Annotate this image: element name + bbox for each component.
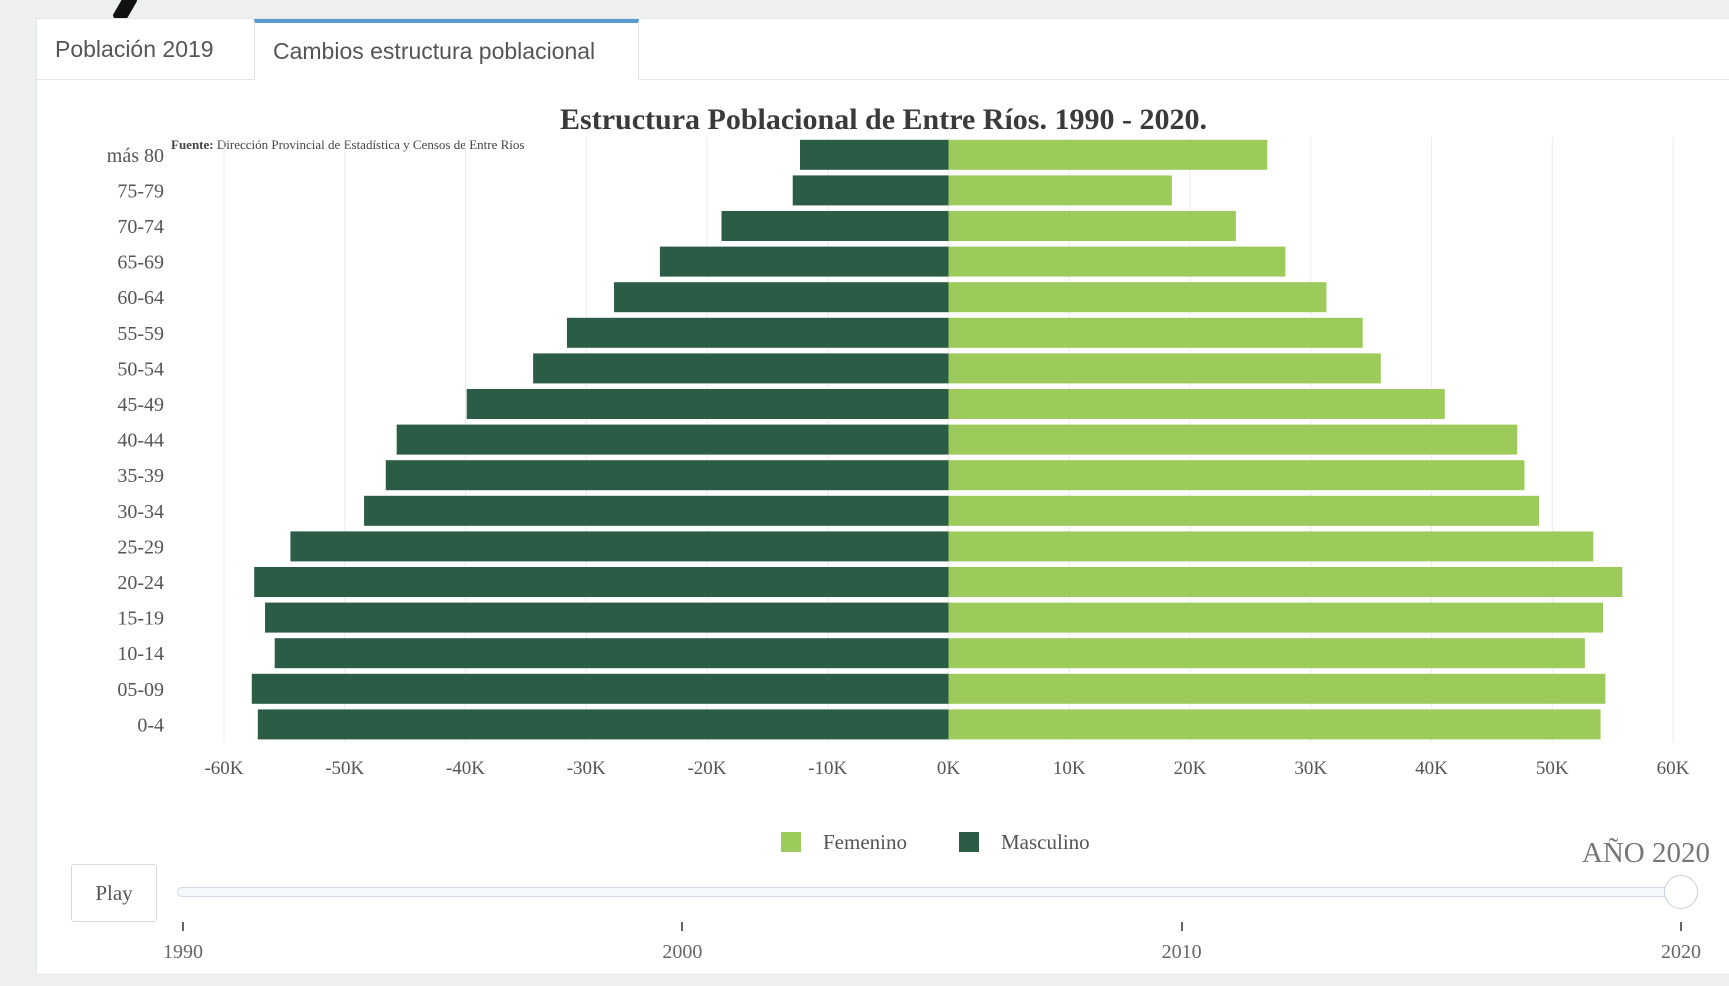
bar-femenino-20-24[interactable] [948, 567, 1623, 597]
bar-masculino-más 80[interactable] [799, 139, 949, 170]
bar-femenino-más 80[interactable] [948, 139, 1268, 170]
y-tick-label: 30-34 [117, 501, 164, 523]
bar-femenino-40-44[interactable] [948, 424, 1518, 455]
tab-poblacion-2019[interactable]: Población 2019 [55, 36, 214, 62]
x-tick-label: 10K [1053, 758, 1086, 779]
y-tick-label: 15-19 [117, 608, 164, 630]
y-tick-label: 75-79 [117, 180, 164, 202]
y-tick-label: 50-54 [117, 358, 164, 380]
bar-masculino-35-39[interactable] [385, 460, 949, 491]
x-tick-label: 50K [1536, 758, 1569, 779]
bar-masculino-45-49[interactable] [466, 389, 949, 419]
y-tick-label: 45-49 [117, 394, 164, 416]
bar-masculino-25-29[interactable] [290, 531, 949, 562]
legend-item-femenino[interactable]: Femenino [781, 827, 907, 857]
bar-masculino-75-79[interactable] [792, 175, 949, 206]
chart-source: Fuente: Dirección Provincial de Estadíst… [171, 137, 524, 153]
x-tick-label: -50K [325, 758, 364, 779]
bar-femenino-10-14[interactable] [948, 638, 1585, 669]
y-tick-label: 10-14 [117, 643, 164, 665]
bar-femenino-70-74[interactable] [948, 211, 1236, 241]
source-label: Fuente: [171, 137, 214, 152]
bar-femenino-75-79[interactable] [948, 175, 1172, 206]
population-pyramid-chart: 0-4 05-09 10-14 15-19 20-24 25-29 30-34 35-39 40… [107, 137, 1690, 779]
bar-femenino-45-49[interactable] [948, 389, 1445, 419]
slider-tick-label: 2000 [662, 941, 703, 963]
y-tick-label: 60-64 [117, 287, 164, 309]
x-tick-label: -30K [567, 758, 606, 779]
bar-masculino-15-19[interactable] [265, 602, 949, 633]
y-tick-label: 65-69 [117, 252, 164, 274]
y-tick-label: 55-59 [117, 323, 164, 345]
legend-swatch-femenino [781, 832, 801, 853]
x-tick-label: 30K [1294, 758, 1327, 779]
x-tick-label: 20K [1174, 758, 1207, 779]
bar-masculino-70-74[interactable] [721, 211, 949, 241]
dashboard-panel: Población 2019 Cambios estructura poblac… [36, 18, 1729, 975]
bar-masculino-0-4[interactable] [257, 709, 949, 740]
tab-bar: Población 2019 Cambios estructura poblac… [37, 19, 1729, 80]
y-tick-label: más 80 [107, 145, 164, 167]
x-tick-label: -40K [446, 758, 485, 779]
legend-label-masculino: Masculino [1001, 830, 1090, 854]
play-button[interactable]: Play [71, 864, 157, 922]
y-tick-label: 05-09 [117, 679, 164, 701]
x-tick-label: -20K [687, 758, 726, 779]
x-tick-label: 60K [1657, 758, 1690, 779]
legend-item-masculino[interactable]: Masculino [959, 827, 1090, 857]
slider-tick-mark [1680, 922, 1682, 931]
y-tick-label: 20-24 [117, 572, 164, 594]
chart-title: Estructura Poblacional de Entre Ríos. 19… [560, 103, 1207, 136]
bar-femenino-55-59[interactable] [948, 317, 1363, 348]
slider-tick-label: 2020 [1661, 941, 1701, 963]
slider-tick-mark [1180, 922, 1183, 931]
y-tick-label: 0-4 [137, 714, 164, 736]
current-year-label: AÑO 2020 [1581, 837, 1710, 869]
tab-cambios-estructura[interactable]: Cambios estructura poblacional [254, 19, 639, 80]
y-tick-label: 70-74 [117, 216, 164, 238]
bar-femenino-05-09[interactable] [948, 673, 1606, 704]
bar-femenino-25-29[interactable] [948, 531, 1594, 562]
bar-femenino-60-64[interactable] [948, 282, 1327, 313]
x-tick-label: 40K [1415, 758, 1448, 779]
year-slider-handle[interactable] [1664, 875, 1698, 909]
source-text: Dirección Provincial de Estadística y Ce… [216, 137, 525, 152]
bar-femenino-65-69[interactable] [948, 246, 1286, 277]
slider-tick-mark [182, 922, 184, 931]
x-tick-label: -60K [204, 758, 243, 779]
year-slider-track[interactable] [177, 887, 1687, 897]
legend-label-femenino: Femenino [823, 830, 907, 854]
bar-masculino-30-34[interactable] [364, 495, 949, 526]
bar-masculino-40-44[interactable] [396, 424, 949, 455]
bar-masculino-50-54[interactable] [533, 353, 949, 384]
bar-femenino-50-54[interactable] [948, 353, 1381, 384]
bar-femenino-0-4[interactable] [948, 709, 1601, 740]
y-tick-label: 40-44 [117, 430, 164, 452]
bar-masculino-55-59[interactable] [566, 317, 949, 348]
chart-legend: Femenino Masculino [37, 827, 1729, 857]
y-tick-label: 25-29 [117, 536, 164, 558]
bar-masculino-20-24[interactable] [254, 567, 949, 597]
slider-tick-label: 2010 [1161, 941, 1202, 963]
bar-femenino-15-19[interactable] [948, 602, 1603, 633]
x-tick-label: 0K [937, 758, 961, 779]
slider-tick-mark [681, 922, 684, 931]
slider-tick-label: 1990 [163, 941, 203, 963]
bar-femenino-35-39[interactable] [948, 460, 1525, 491]
bar-masculino-65-69[interactable] [659, 246, 949, 277]
bar-masculino-05-09[interactable] [251, 673, 949, 704]
bar-masculino-60-64[interactable] [614, 282, 949, 313]
bar-femenino-30-34[interactable] [948, 495, 1539, 526]
y-tick-label: 35-39 [117, 465, 164, 487]
legend-swatch-masculino [959, 832, 979, 853]
bar-masculino-10-14[interactable] [274, 638, 949, 669]
x-tick-label: -10K [808, 758, 847, 779]
